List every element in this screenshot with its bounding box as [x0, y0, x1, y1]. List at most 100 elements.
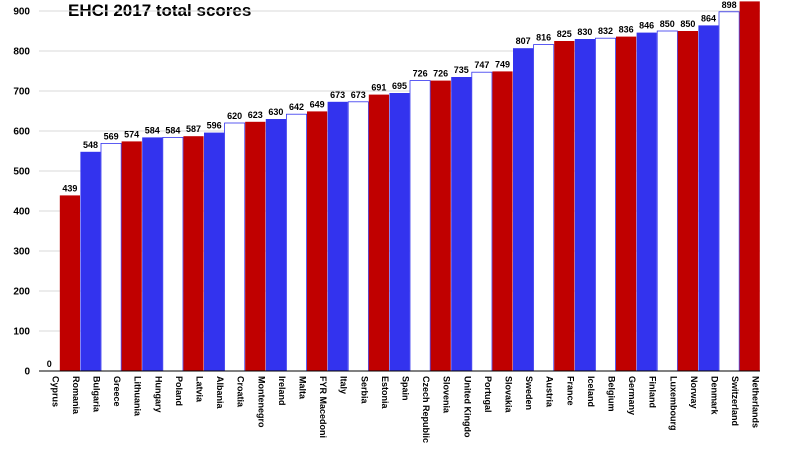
data-label: 439: [62, 183, 77, 193]
x-tick-label: Slovenia: [442, 376, 452, 414]
data-label: 816: [536, 33, 551, 43]
bar: [59, 195, 80, 371]
data-label: 642: [289, 102, 304, 112]
x-tick-label: Denmark: [710, 376, 720, 416]
data-label: 569: [104, 131, 119, 141]
x-tick-label: FYR Macedoni: [318, 376, 328, 438]
bar: [204, 132, 225, 371]
x-tick-label: United Kingdo: [462, 376, 472, 438]
x-axis-categories: Cyprus Romania Bulgaria Greece Lithuania Hung…: [50, 376, 760, 443]
data-label: 850: [660, 19, 675, 29]
x-tick-label: Cyprus: [50, 376, 60, 407]
bar: [698, 25, 719, 372]
x-tick-label: Iceland: [586, 376, 596, 407]
bar: [471, 71, 493, 372]
bar: [656, 30, 678, 372]
x-tick-label: Sweden: [524, 376, 534, 410]
bar: [80, 151, 101, 371]
y-tick-label: 700: [13, 87, 30, 98]
data-label: 548: [83, 140, 98, 150]
data-label: 726: [433, 69, 448, 79]
data-label: 726: [413, 69, 428, 79]
bar: [430, 80, 451, 371]
x-tick-label: Spain: [401, 376, 411, 401]
x-tick-label: Greece: [112, 376, 122, 407]
x-tick-label: Portugal: [483, 376, 493, 413]
data-label: 825: [557, 29, 572, 39]
data-label: 807: [516, 36, 531, 46]
x-tick-label: Czech Republic: [421, 376, 431, 443]
x-tick-label: Italy: [339, 376, 349, 394]
bar: [142, 137, 163, 371]
bar: [286, 113, 307, 372]
data-label: 864: [701, 13, 716, 23]
bar: [307, 111, 328, 372]
y-tick-label: 300: [13, 247, 30, 258]
bar: [121, 141, 142, 371]
bar: [389, 93, 410, 371]
x-tick-label: Poland: [174, 376, 184, 406]
bars: [59, 1, 760, 372]
data-label: 673: [330, 90, 345, 100]
x-tick-label: France: [565, 376, 575, 406]
bar: [100, 142, 122, 372]
x-tick-label: Norway: [689, 376, 699, 409]
data-label: 0: [47, 359, 52, 369]
data-label: 898: [722, 0, 737, 10]
bar: [265, 119, 286, 371]
x-tick-label: Serbia: [359, 376, 369, 405]
x-tick-label: Austria: [545, 376, 555, 408]
data-label: 584: [145, 125, 160, 135]
bar: [616, 36, 637, 371]
x-tick-label: Croatia: [236, 376, 246, 408]
x-tick-label: Finland: [648, 376, 658, 408]
y-tick-label: 900: [13, 7, 30, 18]
y-tick-label: 400: [13, 207, 30, 218]
bar: [513, 48, 534, 371]
y-tick-label: 600: [13, 127, 30, 138]
data-label: 749: [495, 59, 510, 69]
data-label: 836: [619, 25, 634, 35]
x-tick-label: Romania: [71, 376, 81, 415]
data-label: 846: [639, 21, 654, 31]
data-label: 832: [598, 26, 613, 36]
data-label: 695: [392, 81, 407, 91]
y-tick-label: 200: [13, 287, 30, 298]
data-label: 735: [454, 65, 469, 75]
bar: [574, 39, 595, 371]
data-labels: 0 439 548 569 574 584 584 587 596 620 623 630 642 649…: [47, 0, 737, 369]
data-label: 649: [310, 99, 325, 109]
data-label: 850: [680, 19, 695, 29]
data-label: 747: [474, 60, 489, 70]
bar: [327, 101, 348, 372]
data-label: 830: [577, 27, 592, 37]
data-label: 691: [371, 83, 386, 93]
x-tick-label: Luxembourg: [668, 376, 678, 431]
x-tick-label: Hungary: [153, 376, 163, 413]
x-tick-label: Belgium: [607, 376, 617, 412]
bar: [554, 41, 575, 371]
x-tick-label: Germany: [627, 376, 637, 415]
y-tick-label: 800: [13, 47, 30, 58]
bar: [533, 44, 555, 372]
bar: [595, 37, 616, 372]
data-label: 587: [186, 124, 201, 134]
bar: [739, 1, 760, 372]
x-tick-label: Malta: [298, 376, 308, 400]
x-tick-label: Estonia: [380, 376, 390, 410]
bar: [368, 94, 389, 371]
x-tick-label: Netherlands: [751, 376, 761, 428]
bar: [162, 136, 184, 372]
bar: [409, 80, 431, 372]
x-tick-label: Montenegro: [256, 376, 266, 428]
data-label: 584: [165, 125, 180, 135]
bar: [636, 32, 657, 371]
data-label: 620: [227, 111, 242, 121]
data-label: 623: [248, 110, 263, 120]
bar: [451, 77, 472, 371]
x-tick-label: Ireland: [277, 376, 287, 406]
bar: [492, 71, 513, 372]
x-tick-label: Slovakia: [504, 376, 514, 414]
x-tick-label: Latvia: [195, 376, 205, 403]
